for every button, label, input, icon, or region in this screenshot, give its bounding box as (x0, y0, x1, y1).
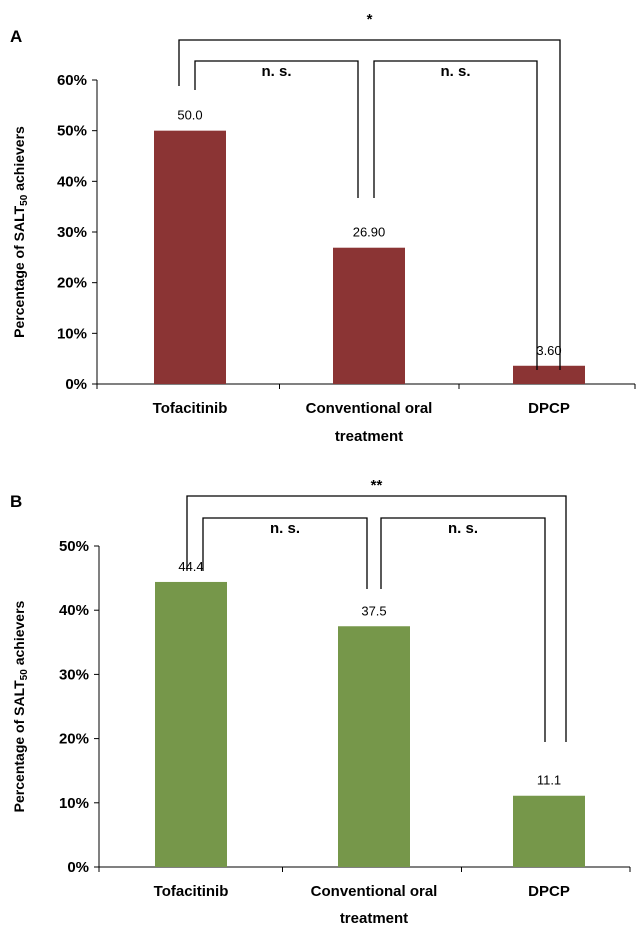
significance-bracket-inner (202, 517, 368, 589)
bar-dpcp (513, 795, 585, 867)
data-label: 26.90 (353, 225, 386, 240)
significance-label: n. s. (270, 520, 300, 537)
significance-bracket-inner (194, 60, 359, 198)
x-category-label: Tofacitinib (153, 400, 228, 417)
bar-conventional-oral-treatment (338, 626, 410, 867)
x-category-label: DPCP (528, 400, 570, 417)
y-tick-label: 40% (59, 602, 89, 619)
y-tick-label: 30% (59, 666, 89, 683)
x-category-label: Conventional oral (306, 400, 433, 417)
y-axis-label-subscript: 50 (19, 194, 30, 206)
x-category-label: treatment (335, 428, 403, 445)
significance-label: * (367, 11, 373, 28)
bar-dpcp (513, 365, 585, 384)
y-tick-label: 0% (67, 859, 89, 876)
significance-label: n. s. (261, 63, 291, 80)
y-tick-label: 10% (59, 795, 89, 812)
significance-label: n. s. (440, 63, 470, 80)
significance-label: ** (371, 477, 383, 494)
bar-conventional-oral-treatment (333, 247, 405, 384)
data-label: 11.1 (537, 773, 561, 788)
x-category-label: Tofacitinib (154, 883, 229, 900)
y-axis-label-main: Percentage of SALT (11, 680, 27, 812)
y-tick-label: 40% (57, 173, 87, 190)
data-label: 50.0 (177, 108, 202, 123)
x-category-label: DPCP (528, 883, 570, 900)
y-tick-label: 50% (57, 123, 87, 140)
significance-bracket-inner (373, 60, 538, 370)
data-label: 37.5 (361, 603, 386, 618)
significance-bracket-inner (380, 517, 546, 742)
y-tick-label: 50% (59, 538, 89, 555)
y-tick-label: 0% (65, 376, 87, 393)
y-tick-label: 60% (57, 72, 87, 89)
bar-tofacitinib (154, 130, 226, 384)
panel-b-letter: B (10, 492, 22, 511)
y-tick-label: 20% (57, 275, 87, 292)
y-axis-label: Percentage of SALT50 achievers (11, 126, 30, 338)
y-tick-label: 20% (59, 731, 89, 748)
data-label: 44.4 (178, 559, 203, 574)
significance-bracket-outer (178, 39, 561, 370)
y-tick-label: 30% (57, 224, 87, 241)
panel-b-chart: B 0% 10% 20% 30% 40% 50% 44.4 Tofacitinib 37.5 Co… (10, 477, 631, 927)
data-label: 3.60 (536, 343, 561, 358)
significance-bracket-outer (186, 495, 567, 742)
y-axis-label-suffix: achievers (11, 126, 27, 195)
y-tick-label: 10% (57, 325, 87, 342)
panel-a-letter: A (10, 27, 22, 46)
y-axis-label-subscript: 50 (19, 669, 30, 681)
y-axis-label-suffix: achievers (11, 600, 27, 669)
bar-tofacitinib (155, 581, 227, 867)
y-axis-label-main: Percentage of SALT (11, 205, 27, 337)
x-category-label: Conventional oral (311, 883, 438, 900)
y-axis-label: Percentage of SALT50 achievers (11, 600, 30, 812)
panel-a-chart: A 0% 10% 20% 30% 40% 50% 60% 50.0 Tofacitinib 26.… (10, 11, 636, 445)
x-category-label: treatment (340, 910, 408, 927)
significance-label: n. s. (448, 520, 478, 537)
